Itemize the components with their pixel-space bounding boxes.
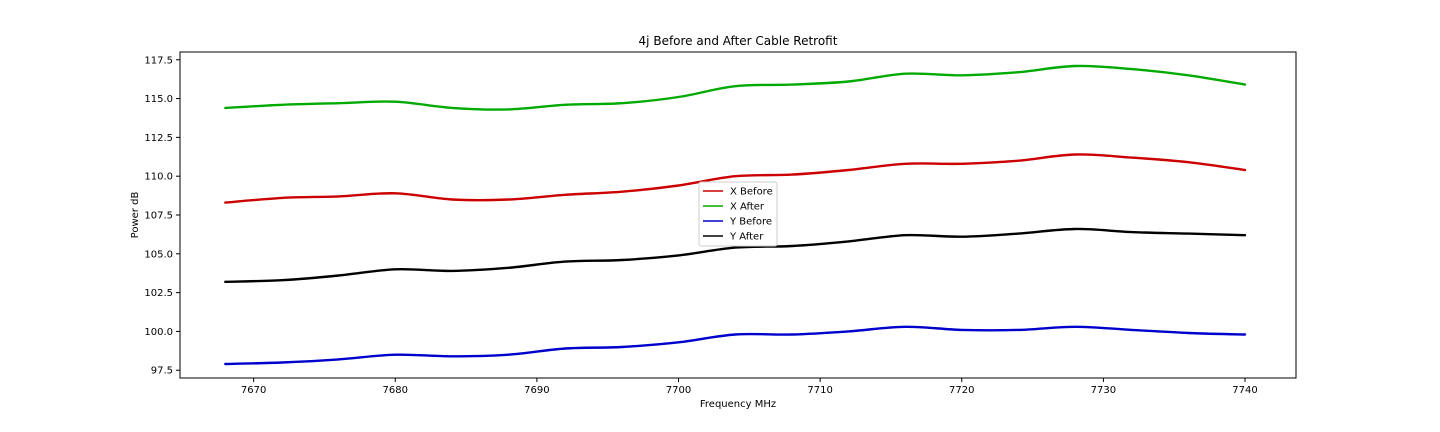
- y-tick-label: 100.0: [144, 327, 173, 338]
- series-line-x-before: [224, 153, 1247, 204]
- x-tick-label: 7690: [524, 385, 549, 396]
- y-axis-title: Power dB: [130, 192, 141, 239]
- y-tick-label: 112.5: [144, 133, 173, 144]
- legend-label: X After: [730, 202, 765, 213]
- series-line-y-before: [224, 325, 1247, 366]
- y-tick-label: 97.5: [151, 366, 173, 377]
- legend-box: [698, 181, 778, 247]
- plot-lines: [224, 64, 1247, 366]
- x-tick-label: 7720: [949, 385, 974, 396]
- legend-label: Y After: [729, 232, 764, 243]
- x-axis-title: Frequency MHz: [700, 399, 776, 410]
- legend-label: Y Before: [729, 217, 772, 228]
- legend: X Before X After Y Before Y After: [698, 181, 778, 247]
- x-tick-label: 7730: [1091, 385, 1116, 396]
- series-line-y-after: [224, 227, 1247, 283]
- x-tick-label: 7740: [1232, 385, 1257, 396]
- y-tick-label: 107.5: [144, 211, 173, 222]
- y-tick-label: 105.0: [144, 249, 173, 260]
- series-line-x-after: [224, 64, 1247, 111]
- y-tick-label: 117.5: [144, 55, 173, 66]
- y-tick-label: 102.5: [144, 288, 173, 299]
- x-tick-label: 7700: [666, 385, 691, 396]
- legend-label: X Before: [730, 187, 773, 198]
- x-tick-label: 7670: [241, 385, 266, 396]
- y-axis: 97.5 100.0 102.5 105.0 107.5 110.0 112.5 115.0 1…: [144, 55, 180, 377]
- x-axis: 7670 7680 7690 7700 7710 7720 7730 7740: [241, 378, 1258, 396]
- y-tick-label: 110.0: [144, 172, 173, 183]
- x-tick-label: 7710: [807, 385, 832, 396]
- chart-title: 4j Before and After Cable Retrofit: [639, 34, 838, 48]
- x-tick-label: 7680: [383, 385, 408, 396]
- y-tick-label: 115.0: [144, 94, 173, 105]
